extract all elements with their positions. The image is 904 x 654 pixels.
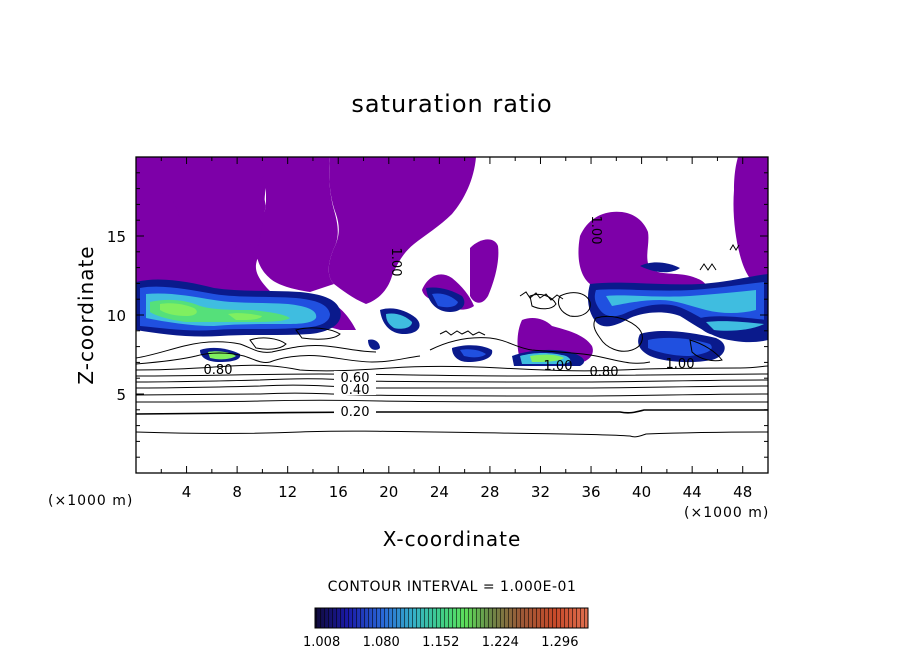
x-tick-label: 20 bbox=[379, 483, 398, 501]
supersaturated-region bbox=[136, 157, 266, 284]
y-axis-title: Z-coordinate bbox=[74, 245, 98, 384]
x-tick-label: 12 bbox=[278, 483, 297, 501]
x-axis-title: X-coordinate bbox=[383, 527, 522, 551]
contour-label-060: 0.60 bbox=[341, 371, 370, 386]
contour-label-040: 0.40 bbox=[341, 383, 370, 398]
colorbar-tick-label: 1.080 bbox=[363, 635, 400, 650]
supersaturated-region bbox=[256, 157, 338, 292]
z-unit-label: (×1000 m) bbox=[48, 493, 133, 509]
x-tick-label: 16 bbox=[329, 483, 348, 501]
contour-labels: 0.20 0.40 0.60 0.80 0.80 1.00 1.00 1.00 … bbox=[204, 216, 695, 420]
contour-lines bbox=[136, 292, 768, 438]
contour-label-100: 1.00 bbox=[388, 248, 403, 277]
y-axis: 5 10 15 bbox=[107, 172, 768, 458]
contour-label-080: 0.80 bbox=[204, 363, 233, 378]
contour-label-100: 1.00 bbox=[666, 357, 695, 372]
colorbar-stripes bbox=[315, 608, 588, 628]
x-tick-label: 24 bbox=[430, 483, 449, 501]
colorbar-tick-label: 1.296 bbox=[541, 635, 578, 650]
x-unit-label: (×1000 m) bbox=[684, 505, 769, 521]
contour-label-080: 0.80 bbox=[590, 365, 619, 380]
colorbar-tick-label: 1.152 bbox=[422, 635, 459, 650]
x-tick-label: 48 bbox=[733, 483, 752, 501]
contour-label-100: 1.00 bbox=[588, 216, 603, 245]
x-tick-label: 8 bbox=[232, 483, 242, 501]
contour-interval: CONTOUR INTERVAL = 1.000E-01 bbox=[328, 579, 577, 595]
plot-field: 0.20 0.40 0.60 0.80 0.80 1.00 1.00 1.00 … bbox=[136, 157, 768, 473]
x-tick-label: 36 bbox=[581, 483, 600, 501]
supersaturated-region bbox=[328, 157, 476, 304]
y-tick-label: 15 bbox=[107, 228, 126, 246]
chart-title: saturation ratio bbox=[351, 90, 552, 118]
x-axis: 4 8 12 16 20 24 28 32 36 40 44 48 bbox=[160, 157, 752, 501]
colorbar-tick-label: 1.224 bbox=[482, 635, 519, 650]
cloud-band bbox=[136, 262, 768, 366]
colorbar-tick-label: 1.008 bbox=[303, 635, 340, 650]
contour-label-020: 0.20 bbox=[341, 405, 370, 420]
x-tick-label: 40 bbox=[632, 483, 651, 501]
colorbar-frame bbox=[314, 607, 589, 629]
colorbar-ticks: 1.008 1.080 1.152 1.224 1.296 bbox=[303, 635, 578, 650]
x-tick-label: 44 bbox=[683, 483, 702, 501]
supersaturated-region bbox=[470, 239, 499, 303]
y-tick-label: 5 bbox=[116, 386, 126, 404]
supersaturated-region bbox=[733, 157, 768, 292]
contour-detail bbox=[439, 244, 740, 336]
supersaturated-region bbox=[578, 211, 706, 294]
contour-label-100: 1.00 bbox=[544, 359, 573, 374]
x-tick-label: 4 bbox=[182, 483, 192, 501]
x-tick-label: 32 bbox=[531, 483, 550, 501]
y-tick-label: 10 bbox=[107, 307, 126, 325]
x-tick-label: 28 bbox=[480, 483, 499, 501]
